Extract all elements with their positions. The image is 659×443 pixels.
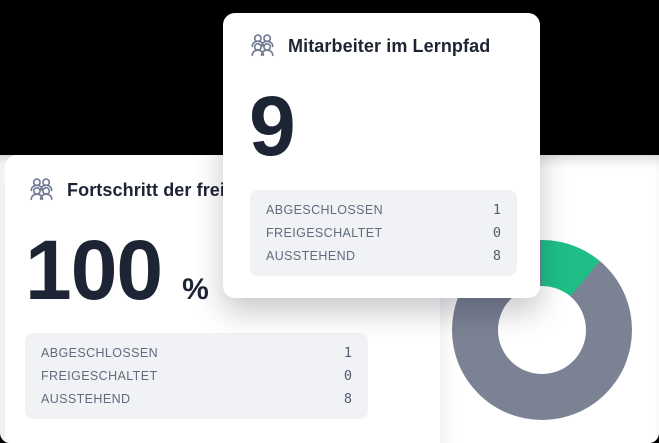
stat-row: AUSSTEHEND 8: [266, 248, 501, 264]
employees-stats-list: ABGESCHLOSSEN 1 FREIGESCHALTET 0 AUSSTEH…: [250, 190, 517, 276]
users-group-icon: [251, 34, 274, 57]
progress-card-header: Fortschritt der freige: [5, 155, 440, 203]
stat-row: FREIGESCHALTET 0: [41, 368, 352, 384]
stat-value: 1: [343, 345, 352, 361]
employees-card-title: Mitarbeiter im Lernpfad: [288, 35, 491, 56]
stat-row: ABGESCHLOSSEN 1: [266, 202, 501, 218]
stat-label: FREIGESCHALTET: [266, 226, 383, 240]
employees-count: 9: [249, 79, 296, 173]
employees-card-header: Mitarbeiter im Lernpfad: [223, 13, 540, 59]
stat-row: ABGESCHLOSSEN 1: [41, 345, 352, 361]
users-group-icon: [30, 178, 53, 201]
stat-label: ABGESCHLOSSEN: [266, 203, 384, 217]
progress-value: 100: [25, 223, 163, 317]
progress-stats-list: ABGESCHLOSSEN 1 FREIGESCHALTET 0 AUSSTEH…: [25, 333, 368, 419]
progress-card-title: Fortschritt der freige: [67, 179, 247, 200]
employees-value-row: 9: [249, 79, 540, 173]
stat-row: AUSSTEHEND 8: [41, 391, 352, 407]
stat-value: 1: [492, 202, 501, 218]
progress-value-row: 100 %: [25, 223, 440, 317]
employees-card: Mitarbeiter im Lernpfad 9 ABGESCHLOSSEN …: [223, 13, 540, 298]
stat-value: 8: [492, 248, 501, 264]
progress-unit: %: [182, 273, 209, 306]
stat-value: 0: [492, 225, 501, 241]
stat-label: FREIGESCHALTET: [41, 369, 158, 383]
stat-label: AUSSTEHEND: [41, 392, 131, 406]
stat-value: 8: [343, 391, 352, 407]
stat-row: FREIGESCHALTET 0: [266, 225, 501, 241]
stat-label: AUSSTEHEND: [266, 249, 356, 263]
donut-chart-hole: [498, 286, 586, 374]
stat-value: 0: [343, 368, 352, 384]
stat-label: ABGESCHLOSSEN: [41, 346, 159, 360]
